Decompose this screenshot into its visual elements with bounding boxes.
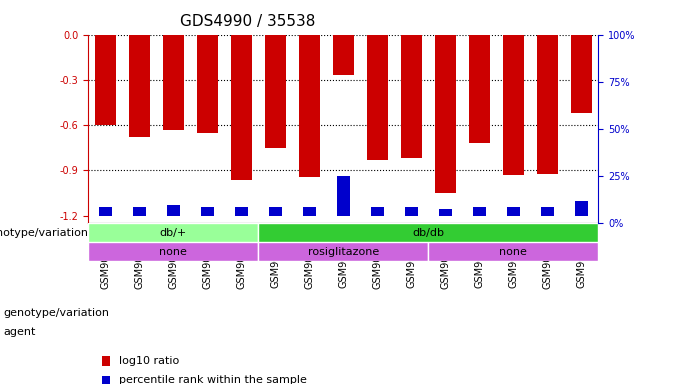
Bar (129, 35, 150, 137)
Bar (401, 35, 422, 159)
Bar (571, 35, 592, 113)
Text: db/+: db/+ (160, 228, 187, 238)
Text: log10 ratio: log10 ratio (112, 356, 180, 366)
Bar (235, 207, 248, 216)
Bar (405, 207, 418, 216)
Bar (258, 223, 598, 242)
Bar (133, 207, 146, 216)
Text: genotype/variation: genotype/variation (0, 228, 88, 238)
Bar (541, 207, 554, 216)
Bar (99, 207, 112, 216)
Bar (95, 35, 116, 125)
Bar (537, 35, 558, 174)
Bar (367, 35, 388, 160)
Bar (231, 35, 252, 180)
Bar (201, 207, 214, 216)
Bar (197, 35, 218, 133)
Bar (469, 35, 490, 143)
Bar (258, 242, 428, 261)
Bar (428, 242, 598, 261)
Text: none: none (160, 247, 187, 257)
Bar (507, 207, 520, 216)
Bar (303, 207, 316, 216)
Bar (435, 35, 456, 193)
Bar (265, 35, 286, 148)
Bar (473, 207, 486, 216)
Bar (163, 35, 184, 130)
Bar (88, 223, 258, 242)
Text: genotype/variation: genotype/variation (3, 308, 109, 318)
Text: GDS4990 / 35538: GDS4990 / 35538 (180, 14, 316, 29)
Text: none: none (500, 247, 527, 257)
Text: percentile rank within the sample: percentile rank within the sample (112, 375, 307, 384)
Bar (269, 207, 282, 216)
Text: db/db: db/db (412, 228, 445, 238)
Bar (333, 35, 354, 75)
Bar (371, 207, 384, 216)
Bar (575, 201, 588, 216)
Text: agent: agent (3, 327, 36, 337)
Bar (337, 176, 350, 216)
Bar (439, 209, 452, 216)
Text: rosiglitazone: rosiglitazone (308, 247, 379, 257)
Bar (88, 242, 258, 261)
Bar (299, 35, 320, 177)
Bar (167, 205, 180, 216)
Bar (503, 35, 524, 175)
